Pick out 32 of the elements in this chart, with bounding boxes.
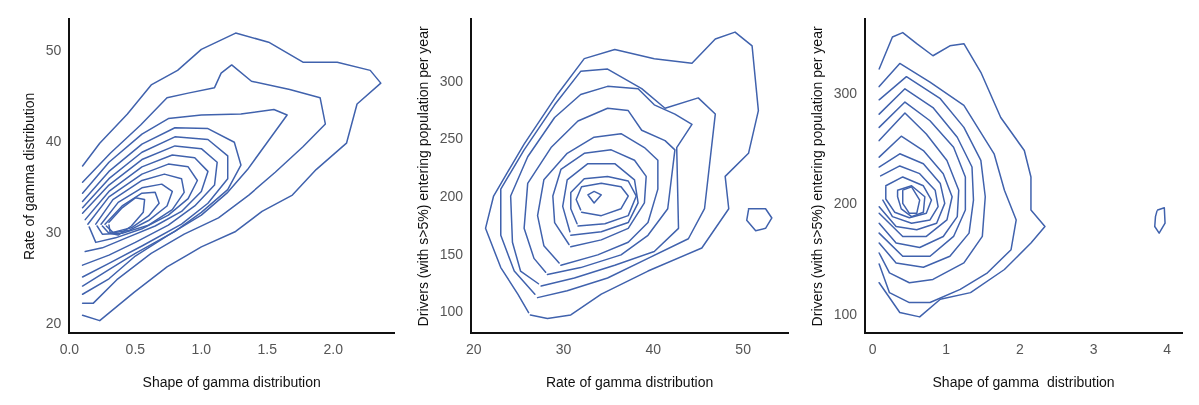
x-tick-label: 0.0 bbox=[59, 340, 80, 357]
x-tick-label: 2.0 bbox=[323, 340, 344, 357]
x-tick-label: 0 bbox=[868, 340, 877, 357]
x-tick-label: 1.0 bbox=[191, 340, 212, 357]
y-tick-label: 100 bbox=[439, 303, 464, 320]
y-tick-label: 20 bbox=[45, 315, 62, 332]
y-axis-title: Drivers (with s>5%) entering population per year bbox=[809, 26, 826, 327]
x-tick-label: 2 bbox=[1016, 340, 1024, 357]
x-tick-label: 40 bbox=[645, 340, 662, 357]
y-axis-title: Drivers (with s>5%) entering population per year bbox=[415, 26, 432, 327]
y-tick-label: 200 bbox=[439, 188, 464, 205]
y-tick-label: 300 bbox=[833, 85, 858, 102]
y-tick-label: 40 bbox=[45, 133, 62, 150]
x-tick-label: 30 bbox=[555, 340, 572, 357]
x-axis-title: Shape of gamma distribution bbox=[932, 374, 1115, 391]
y-tick-label: 50 bbox=[45, 42, 62, 59]
y-tick-label: 150 bbox=[439, 245, 464, 262]
x-tick-label: 20 bbox=[466, 340, 482, 357]
x-axis-title: Shape of gamma distribution bbox=[142, 374, 321, 391]
x-tick-label: 50 bbox=[735, 340, 752, 357]
y-tick-label: 30 bbox=[45, 224, 62, 241]
y-tick-label: 200 bbox=[833, 195, 858, 212]
x-tick-label: 3 bbox=[1089, 340, 1098, 357]
x-tick-label: 1.5 bbox=[257, 340, 278, 357]
x-tick-label: 0.5 bbox=[125, 340, 146, 357]
y-tick-label: 250 bbox=[439, 130, 464, 147]
x-tick-label: 4 bbox=[1163, 340, 1172, 357]
x-tick-label: 1 bbox=[942, 340, 951, 357]
x-axis-title: Rate of gamma distribution bbox=[545, 374, 714, 391]
y-axis-title: Rate of gamma distribution bbox=[21, 92, 38, 261]
y-tick-label: 300 bbox=[439, 72, 464, 89]
y-tick-label: 100 bbox=[833, 305, 858, 322]
